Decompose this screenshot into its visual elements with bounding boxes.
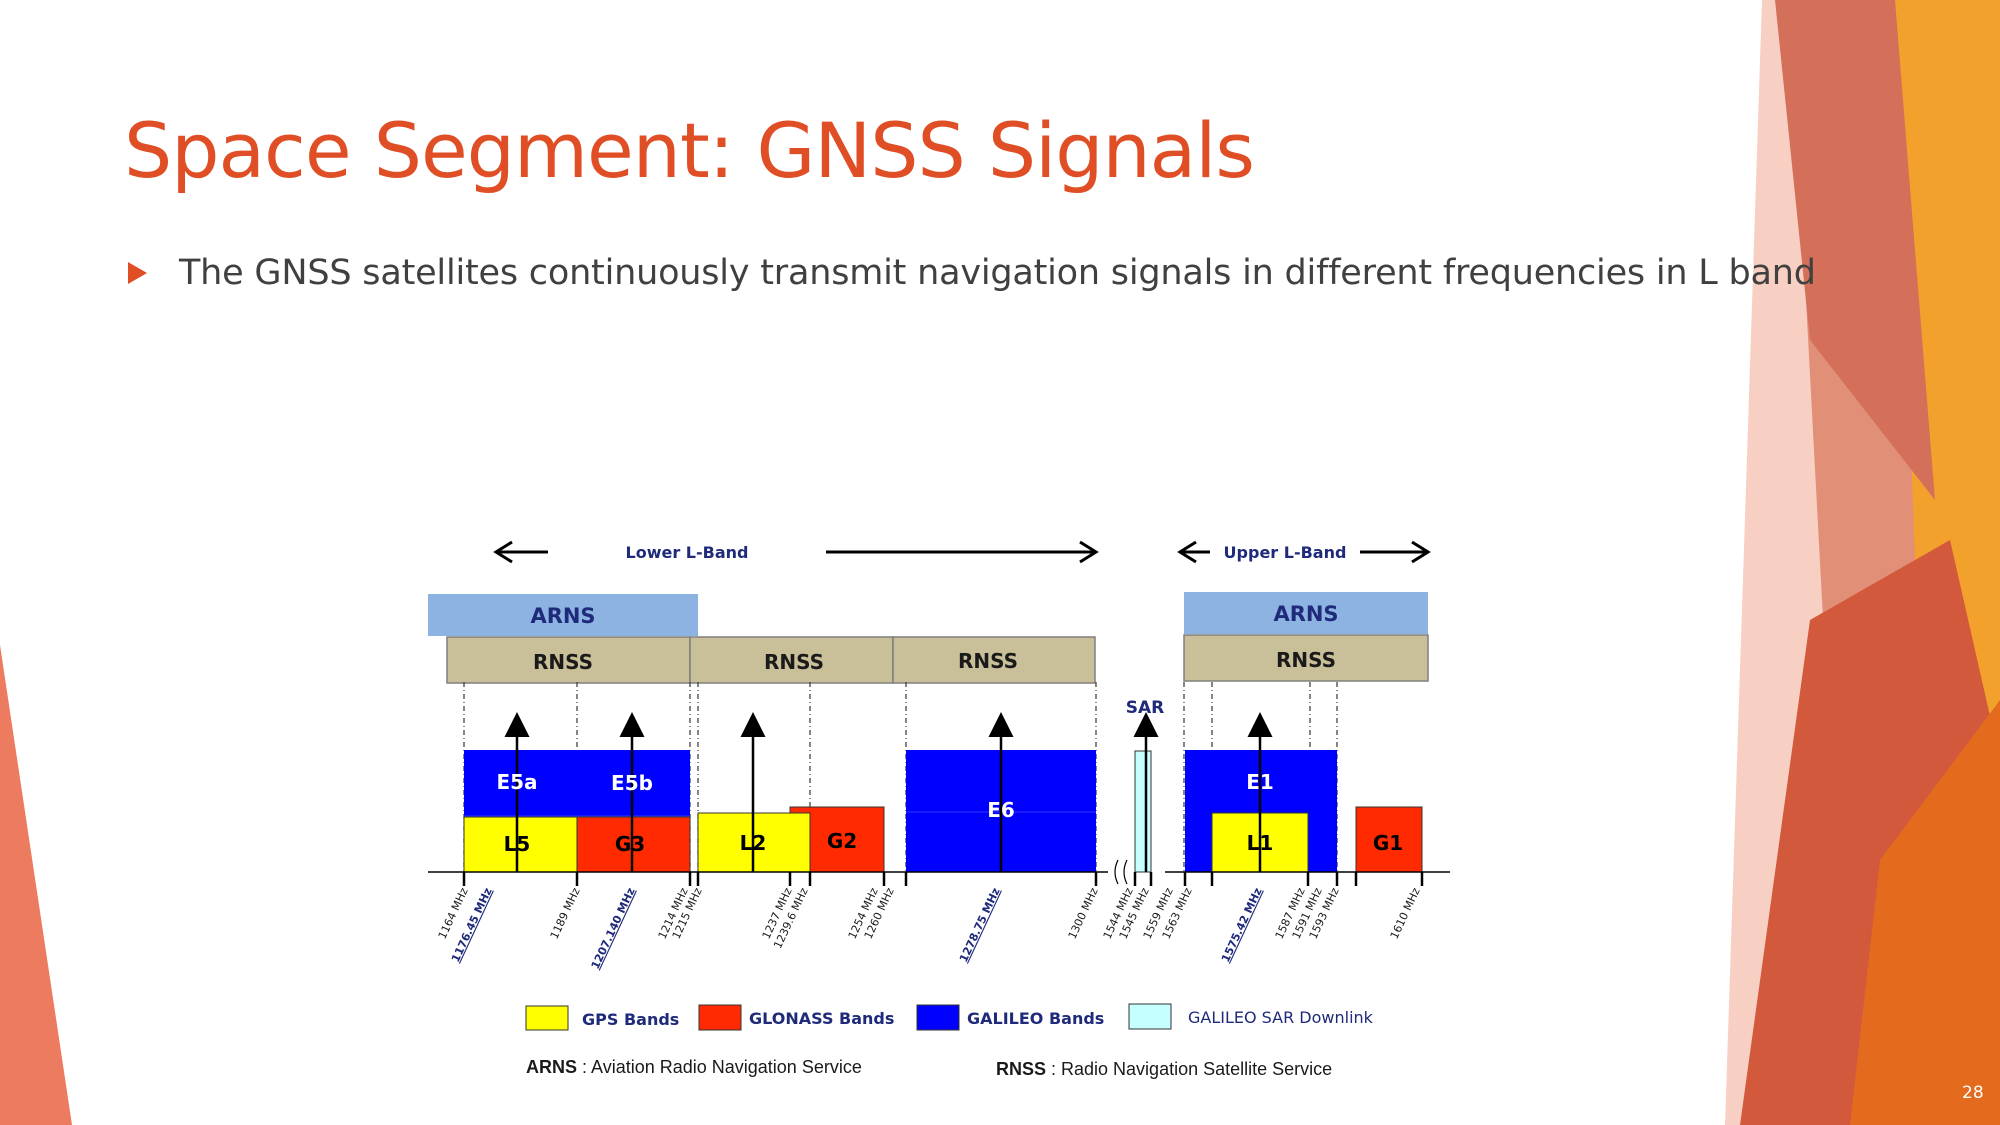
rnss-note: RNSS : Radio Navigation Satellite Servic… xyxy=(996,1059,1332,1079)
rnss-label-1: RNSS xyxy=(533,650,593,674)
rnss-label-4: RNSS xyxy=(1276,648,1336,672)
rnss-note-desc: : Radio Navigation Satellite Service xyxy=(1046,1059,1332,1079)
band-label-e5b: E5b xyxy=(611,771,653,795)
lower-band-label: Lower L-Band xyxy=(626,543,749,562)
freq-label-1207-140: 1207.140 MHz xyxy=(589,886,638,971)
sar-label: SAR xyxy=(1126,698,1165,718)
freq-label-1278-75: 1278.75 MHz xyxy=(957,886,1003,964)
legend-swatch-galileo xyxy=(916,1004,960,1031)
rnss-bar-3 xyxy=(892,636,1096,684)
page-number: 28 xyxy=(1962,1083,1984,1103)
right-accent-shape-orange xyxy=(1850,700,2000,1125)
legend-label-gps: GPS Bands xyxy=(582,1010,679,1029)
upper-band-label: Upper L-Band xyxy=(1224,543,1347,562)
center-frequency-arrows xyxy=(504,712,1273,872)
freq-label-1575-42: 1575.42 MHz xyxy=(1219,886,1265,964)
band-label-g2: G2 xyxy=(827,829,857,853)
bullet-item: The GNSS satellites continuously transmi… xyxy=(128,250,1816,296)
gnss-frequency-diagram: Lower L-Band Upper L-Band ARNS ARNS RNSS… xyxy=(428,540,1450,1079)
freq-label-1610: 1610 MHz xyxy=(1388,886,1423,942)
gps-band-l5 xyxy=(463,816,578,873)
band-label-e6: E6 xyxy=(987,798,1015,822)
band-label-g1: G1 xyxy=(1373,831,1403,855)
legend-label-sar: GALILEO SAR Downlink xyxy=(1188,1008,1374,1027)
slide-title: Space Segment: GNSS Signals xyxy=(124,106,1255,195)
bullet-text: The GNSS satellites continuously transmi… xyxy=(179,253,1816,293)
arns-bar-lower xyxy=(428,594,698,636)
freq-label-1189: 1189 MHz xyxy=(548,886,583,942)
legend-swatch-glonass xyxy=(698,1004,742,1031)
rnss-label-2: RNSS xyxy=(764,650,824,674)
band-label-e5a: E5a xyxy=(496,770,537,794)
glonass-band-g1 xyxy=(1355,806,1423,873)
rnss-bar-4 xyxy=(1183,634,1429,682)
galileo-sar-band xyxy=(1134,750,1152,873)
rnss-bar-2 xyxy=(689,636,894,684)
glonass-band-g3 xyxy=(576,816,691,873)
band-label-l1: L1 xyxy=(1247,831,1274,855)
arns-note: ARNS : Aviation Radio Navigation Service xyxy=(526,1057,862,1077)
legend-label-glonass: GLONASS Bands xyxy=(749,1009,894,1028)
arns-label-upper: ARNS xyxy=(1273,602,1338,626)
legend-swatch-gps xyxy=(525,1005,569,1031)
lower-band-arrow xyxy=(493,540,1099,564)
band-label-l5: L5 xyxy=(504,832,531,856)
band-label-g3: G3 xyxy=(615,832,645,856)
arns-note-abbr: ARNS xyxy=(526,1057,577,1077)
band-label-l2: L2 xyxy=(740,831,767,855)
arns-bar-upper xyxy=(1184,592,1428,634)
rnss-note-abbr: RNSS xyxy=(996,1059,1046,1079)
left-accent-shape xyxy=(0,645,72,1125)
freq-label-1300: 1300 MHz xyxy=(1066,886,1101,942)
rnss-bar-1 xyxy=(446,636,691,684)
arns-note-desc: : Aviation Radio Navigation Service xyxy=(577,1057,862,1077)
frequency-ticks xyxy=(462,872,1424,886)
band-label-e1: E1 xyxy=(1246,770,1274,794)
legend-swatch-sar xyxy=(1128,1003,1172,1030)
axis-break-icon xyxy=(1114,859,1128,885)
arns-label-lower: ARNS xyxy=(530,604,595,628)
upper-band-arrow xyxy=(1177,540,1431,564)
legend-label-galileo: GALILEO Bands xyxy=(967,1009,1104,1028)
rnss-label-3: RNSS xyxy=(958,649,1018,673)
right-accent-shape-mid xyxy=(1775,0,1935,500)
triangle-bullet-icon xyxy=(128,262,147,284)
